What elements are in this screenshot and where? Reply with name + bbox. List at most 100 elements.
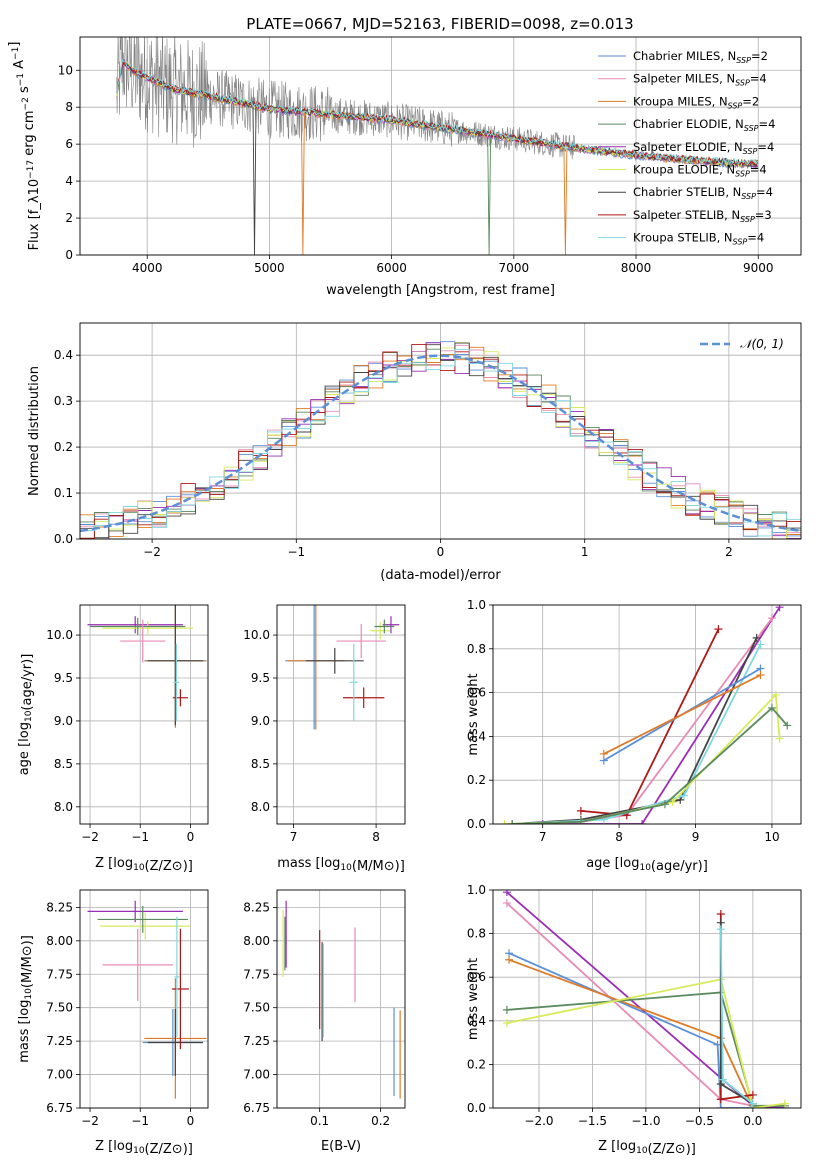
errorbar-chabrier-stelib <box>147 1009 203 1076</box>
axis-label-part: A <box>12 60 27 73</box>
axes-frame <box>79 36 802 256</box>
y-tick-label: 7.50 <box>243 1001 270 1015</box>
series-point <box>660 800 669 809</box>
axis-label-part: Z [ <box>598 1139 616 1154</box>
series-salpeter-elodie <box>508 605 784 824</box>
errorbar-salpeter-stelib <box>343 687 385 709</box>
x-tick-label: −1 <box>287 545 305 559</box>
y-tick-label: 6.75 <box>46 1101 73 1115</box>
series-line <box>603 674 761 755</box>
legend-tail: =2 <box>751 49 768 63</box>
x-tick-label: 2 <box>725 545 733 559</box>
y-tick-label: 0.1 <box>54 486 73 500</box>
legend-sub: SSP <box>744 124 759 133</box>
y-tick-label: 0.0 <box>54 532 73 546</box>
series-point <box>756 671 765 680</box>
legend-sub: SSP <box>735 79 750 88</box>
axis-label-part: log <box>17 722 32 742</box>
y-tick-label: 8.00 <box>46 934 73 948</box>
errorbar-chabrier-stelib <box>147 605 203 726</box>
plot-area <box>282 900 401 1099</box>
legend-text: Salpeter STELIB, N <box>633 208 740 222</box>
y-tick-label: 0.2 <box>467 773 486 787</box>
axis-label-part: Z [ <box>95 1139 113 1154</box>
legend-tail: =4 <box>747 231 764 245</box>
x-tick-label: 8000 <box>621 261 652 275</box>
y-tick-label: 8.5 <box>54 757 73 771</box>
legend-label: Salpeter MILES, NSSP=4 <box>633 72 767 88</box>
legend-label: Kroupa MILES, NSSP=2 <box>633 94 759 110</box>
legend-text: Salpeter MILES, N <box>633 72 735 86</box>
errorbar-kroupa-stelib <box>173 643 180 721</box>
figure-title: PLATE=0667, MJD=52163, FIBERID=0098, z=0… <box>246 15 633 33</box>
axis-label-sub: 10 <box>24 988 34 1000</box>
x-tick-label: −0.5 <box>685 1114 714 1128</box>
y-tick-label: 8.25 <box>243 900 270 914</box>
series-line <box>506 978 786 1108</box>
series-point <box>508 820 517 824</box>
y-tick-label: 6 <box>65 137 73 151</box>
series-point <box>718 1075 727 1084</box>
x-tick-label: 1 <box>581 545 589 559</box>
axis-label-sup: −2 <box>21 97 31 110</box>
axis-label-part: wavelength [Angstrom, rest frame] <box>326 283 555 298</box>
legend-label: Kroupa STELIB, NSSP=4 <box>633 231 764 247</box>
plot-area <box>502 890 789 1108</box>
model-line-chabrier-stelib <box>116 62 758 255</box>
panel-mass_vs_Z: −2 −1 06.757.007.257.507.758.008.25Z [log1… <box>17 889 209 1157</box>
y-tick-label: 4 <box>65 174 73 188</box>
axis-label-part: (data-model)/error <box>380 568 501 583</box>
axis-label-part: (Z/Z⊙)] <box>145 859 193 874</box>
legend-label: Salpeter STELIB, NSSP=3 <box>633 208 772 224</box>
y-tick-label: 0.6 <box>467 686 486 700</box>
histogram-kroupa-stelib <box>80 349 801 537</box>
axis-label-part: log <box>620 856 640 871</box>
series-point <box>771 690 780 699</box>
x-axis-label: wavelength [Angstrom, rest frame] <box>326 283 555 298</box>
axis-label-part: Flux [f_λ <box>27 195 42 250</box>
series-line <box>719 929 754 1105</box>
axis-label-part: erg cm <box>22 110 37 159</box>
gridlines <box>277 890 405 1109</box>
y-tick-label: 0.8 <box>467 927 486 941</box>
series-kroupa-stelib <box>716 925 757 1108</box>
axis-label-part: log <box>616 1139 636 1154</box>
x-tick-label: −2 <box>143 545 161 559</box>
axis-label-part: log <box>113 1139 133 1154</box>
axis-label-part: (Z/Z⊙)] <box>648 1142 696 1157</box>
y-tick-label: 0.6 <box>467 970 486 984</box>
y-tick-label: 0.8 <box>467 642 486 656</box>
y-tick-label: 8.00 <box>243 934 270 948</box>
gridlines <box>277 605 405 824</box>
series-line <box>508 958 754 1108</box>
series-line <box>512 637 758 824</box>
errorbar-salpeter-elodie <box>87 900 183 923</box>
x-axis-label: Z [log10(Z/Z⊙)] <box>95 856 193 874</box>
axis-label-part: (age/yr)] <box>651 859 708 874</box>
y-tick-label: 0.2 <box>467 1057 486 1071</box>
legend-label: Kroupa ELODIE, NSSP=4 <box>633 163 767 179</box>
series-point <box>767 614 776 623</box>
axis-label-sup: −1 <box>11 47 21 60</box>
series-point <box>716 1095 725 1104</box>
axis-label-part: 10 <box>27 179 42 196</box>
axis-label-sup: −17 <box>26 160 36 179</box>
legend-sub: SSP <box>735 170 750 179</box>
series-point <box>502 899 511 908</box>
x-tick-label: 8 <box>615 830 623 844</box>
series-point <box>505 955 514 964</box>
y-tick-label: 1.0 <box>467 883 486 897</box>
series-point <box>638 820 647 824</box>
plot-area <box>500 605 792 824</box>
series-kroupa-miles <box>599 671 765 758</box>
x-tick-label: 0 <box>437 545 445 559</box>
panel-mass_vs_ebv: 0.1 0.2 6.75 7.00 7.25 7.50 7.75 8.00 8.25 E(B-V) <box>243 889 406 1154</box>
y-tick-label: 0.4 <box>54 348 73 362</box>
axis-label-part: age [ <box>586 856 619 871</box>
y-tick-label: 8.0 <box>251 800 270 814</box>
series-point <box>576 817 585 824</box>
x-tick-label: 0 <box>187 830 195 844</box>
series-point <box>780 1099 789 1108</box>
series-point <box>716 1104 725 1108</box>
axes-frame <box>79 889 209 1109</box>
